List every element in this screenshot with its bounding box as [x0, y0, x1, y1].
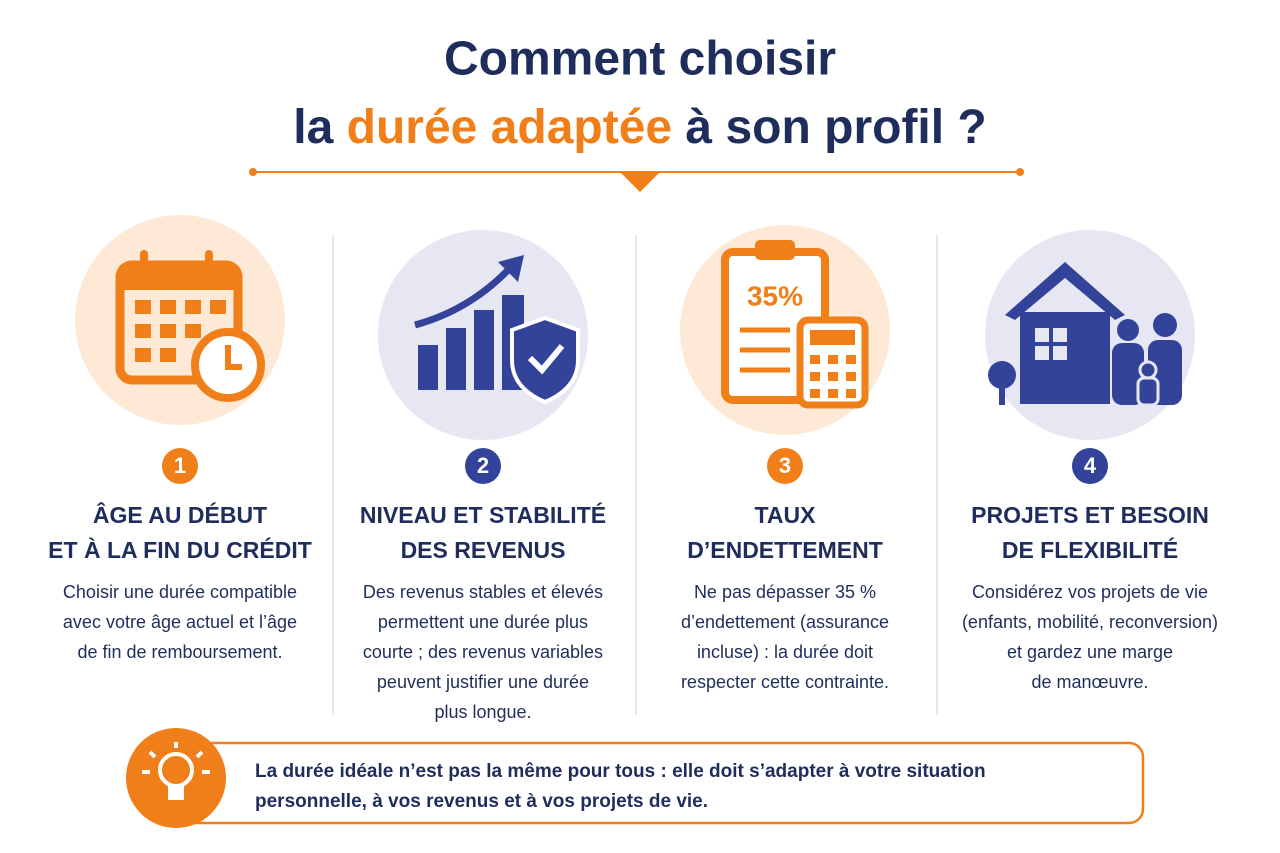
title-after: à son profil ? — [672, 101, 987, 154]
step-text: courte ; des revenus variables — [363, 642, 603, 662]
columns: 1 ÂGE AU DÉBUT ET À LA FIN DU CRÉDIT Choisi… — [48, 448, 1218, 722]
callout-line: La durée idéale n’est pas la même pour t… — [255, 761, 986, 782]
step-text: avec votre âge actuel et l’âge — [63, 612, 297, 632]
step-text: de manœuvre. — [1031, 672, 1148, 692]
icon-label: 35% — [747, 280, 803, 311]
step-heading: ET À LA FIN DU CRÉDIT — [48, 536, 312, 563]
title-before: la — [293, 101, 346, 154]
step-number: 2 — [477, 453, 489, 478]
step-text: respecter cette contrainte. — [681, 672, 889, 692]
step-text: et gardez une marge — [1007, 642, 1173, 662]
divider — [249, 168, 1024, 192]
step-number: 4 — [1084, 453, 1097, 478]
title-highlight: durée adaptée — [347, 101, 672, 154]
bulb-icon — [126, 728, 226, 828]
step-badge — [465, 448, 501, 484]
step-text: de fin de remboursement. — [77, 642, 282, 662]
growth-icon — [414, 255, 580, 405]
icon-bg — [75, 215, 285, 425]
family-icon — [988, 262, 1182, 407]
step-text: Considérez vos projets de vie — [972, 582, 1208, 602]
title-line1: Comment choisir — [444, 33, 836, 86]
calendar-icon — [115, 250, 265, 402]
step-text: plus longue. — [434, 702, 531, 722]
debt-icon: 35% — [721, 240, 869, 409]
title-line2: la durée adaptée à son profil ? — [293, 101, 987, 154]
step-heading: ÂGE AU DÉBUT — [93, 501, 267, 528]
step-badge — [162, 448, 198, 484]
step-text: Choisir une durée compatible — [63, 582, 297, 602]
step-heading: PROJETS ET BESOIN — [971, 502, 1209, 528]
step-badge — [1072, 448, 1108, 484]
step-text: (enfants, mobilité, reconversion) — [962, 612, 1218, 632]
step-text: Ne pas dépasser 35 % — [694, 582, 876, 602]
step-heading: TAUX — [755, 502, 817, 528]
step-text: peuvent justifier une durée — [377, 672, 589, 692]
step-text: permettent une durée plus — [378, 612, 588, 632]
step-heading: D’ENDETTEMENT — [687, 537, 883, 563]
step-heading: DE FLEXIBILITÉ — [1002, 536, 1178, 563]
step-heading: DES REVENUS — [401, 537, 566, 563]
step-text: Des revenus stables et élevés — [363, 582, 603, 602]
step-number: 3 — [779, 453, 791, 478]
step-badge — [767, 448, 803, 484]
step-text: d’endettement (assurance — [681, 612, 889, 632]
callout-line: personnelle, à vos revenus et à vos proj… — [255, 791, 708, 812]
step-heading: NIVEAU ET STABILITÉ — [360, 501, 606, 528]
step-number: 1 — [174, 453, 186, 478]
separators — [332, 235, 938, 715]
step-text: incluse) : la durée doit — [697, 642, 873, 662]
